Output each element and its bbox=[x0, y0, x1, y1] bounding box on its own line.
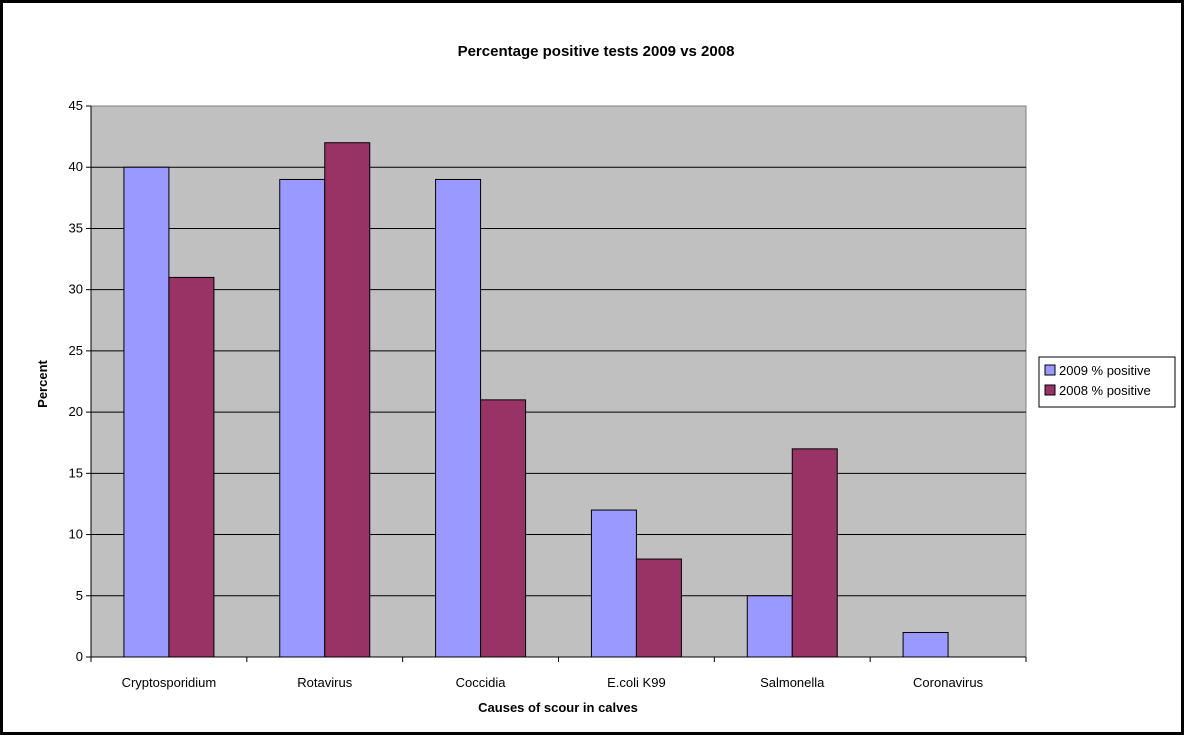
x-tick-label-4: Salmonella bbox=[760, 675, 825, 690]
legend-swatch-0 bbox=[1044, 364, 1056, 376]
y-tick-label-4: 20 bbox=[69, 404, 83, 419]
y-tick-label-9: 45 bbox=[69, 98, 83, 113]
y-tick-label-8: 40 bbox=[69, 159, 83, 174]
bar-2009-1 bbox=[279, 178, 326, 658]
axes bbox=[86, 105, 1027, 662]
plot-area bbox=[90, 105, 1027, 658]
bar-2008-3 bbox=[635, 558, 682, 658]
bar-2009-2 bbox=[435, 178, 482, 658]
x-tick-labels: Cryptosporidium Rotavirus Coccidia E.coli K… bbox=[122, 675, 984, 690]
y-tick-label-2: 10 bbox=[69, 527, 83, 542]
y-tick-label-0: 0 bbox=[76, 649, 83, 664]
bar-2009-3 bbox=[590, 509, 637, 658]
legend-box bbox=[1038, 356, 1176, 408]
x-tick-label-2: Coccidia bbox=[456, 675, 507, 690]
x-tick-label-3: E.coli K99 bbox=[607, 675, 666, 690]
x-tick-label-0: Cryptosporidium bbox=[122, 675, 217, 690]
x-tick-label-1: Rotavirus bbox=[297, 675, 352, 690]
x-axis-title: Causes of scour in calves bbox=[478, 700, 638, 715]
bar-chart: Percentage positive tests 2009 vs 2008 0… bbox=[35, 43, 1176, 715]
y-tick-label-6: 30 bbox=[69, 282, 83, 297]
legend-swatch-1 bbox=[1044, 384, 1056, 396]
y-tick-label-5: 25 bbox=[69, 343, 83, 358]
bar-2008-2 bbox=[480, 399, 527, 658]
bar-2009-5 bbox=[902, 632, 949, 658]
bar-2009-0 bbox=[123, 166, 170, 658]
y-tick-labels: 0 5 10 15 20 25 30 35 40 45 bbox=[69, 98, 83, 664]
legend-label-1: 2008 % positive bbox=[1059, 383, 1151, 398]
bar-2008-1 bbox=[324, 142, 371, 658]
y-axis-title: Percent bbox=[35, 359, 50, 407]
legend-label-0: 2009 % positive bbox=[1059, 363, 1151, 378]
y-tick-label-3: 15 bbox=[69, 465, 83, 480]
y-tick-label-1: 5 bbox=[76, 588, 83, 603]
chart-title: Percentage positive tests 2009 vs 2008 bbox=[458, 43, 735, 60]
bars bbox=[123, 142, 949, 658]
bar-2008-0 bbox=[168, 276, 215, 658]
x-tick-label-5: Coronavirus bbox=[913, 675, 984, 690]
y-tick-label-7: 35 bbox=[69, 220, 83, 235]
bar-2008-4 bbox=[791, 448, 838, 658]
legend: 2009 % positive 2008 % positive bbox=[1038, 356, 1176, 408]
gridlines bbox=[91, 166, 1026, 597]
bar-2009-4 bbox=[746, 595, 793, 658]
